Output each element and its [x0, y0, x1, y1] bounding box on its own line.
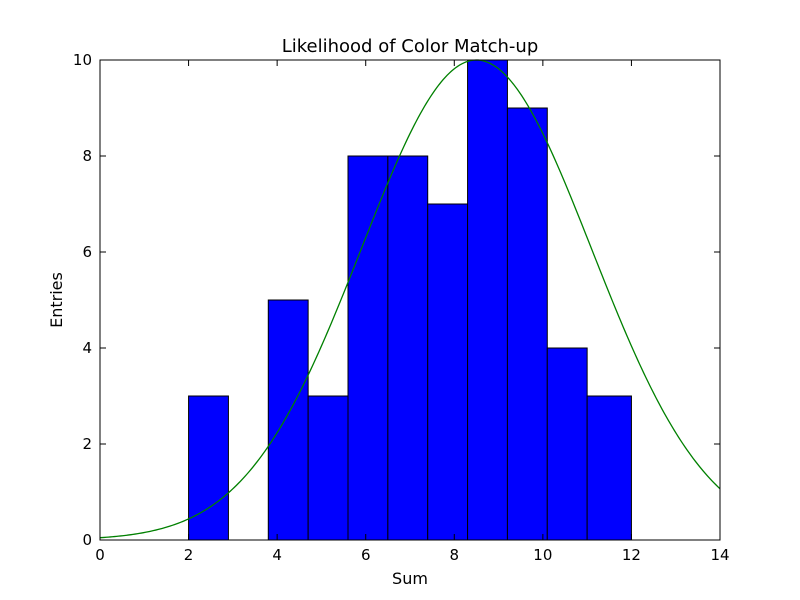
axes-layer: 0 2 4 6 8 10 12 14 0 2 4 6 8 10	[73, 51, 730, 564]
y-tick-label: 4	[82, 339, 92, 357]
histogram-bar-6	[387, 155, 429, 541]
x-tick-label: 12	[622, 546, 641, 564]
y-axis-label: Entries	[47, 272, 66, 328]
x-axis-label: Sum	[392, 569, 428, 588]
histogram-bar-3	[267, 299, 309, 541]
histogram-bar-10	[546, 347, 588, 541]
x-tick-label: 2	[184, 546, 194, 564]
x-tick-label: 10	[533, 546, 552, 564]
y-tick-label: 8	[82, 147, 92, 165]
x-tick-label: 0	[95, 546, 105, 564]
y-tick-label: 2	[82, 435, 92, 453]
histogram-bar-4	[307, 395, 349, 541]
histogram-bar-9	[506, 107, 548, 541]
histogram-bar-7	[427, 203, 469, 541]
histogram-bar-11	[586, 395, 632, 541]
x-tick-label: 4	[272, 546, 282, 564]
bars-layer	[188, 59, 632, 541]
chart-title: Likelihood of Color Match-up	[282, 36, 539, 57]
y-tick-label: 6	[82, 243, 92, 261]
x-tick-label: 8	[450, 546, 460, 564]
histogram-bar-8	[467, 59, 508, 541]
plot-frame	[99, 59, 721, 541]
curve-layer	[100, 59, 720, 539]
y-tick-label: 10	[73, 51, 92, 69]
fit-curve-line	[100, 59, 720, 539]
x-tick-label: 14	[710, 546, 729, 564]
y-tick-label: 0	[82, 531, 92, 549]
histogram-bar-1	[188, 395, 229, 541]
histogram-bar-5	[347, 155, 389, 541]
x-tick-label: 6	[361, 546, 371, 564]
